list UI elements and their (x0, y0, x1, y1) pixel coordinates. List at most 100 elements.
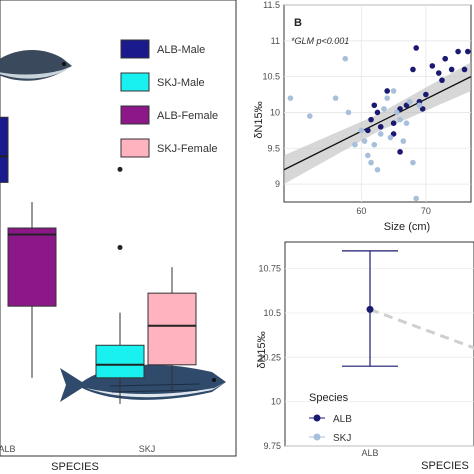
legend-label-skj: SKJ (333, 433, 351, 444)
panel-b-y-tick-1: 9.5 (267, 143, 280, 153)
point-alb-7 (397, 106, 403, 112)
point-skj-1 (306, 113, 313, 119)
point-skj-2 (332, 95, 339, 101)
panel-c-pointrange: 9.75 10 10.25 10.5 10.75 (258, 241, 474, 451)
outlier-skj-male-0 (117, 166, 123, 172)
point-skj-12 (381, 106, 387, 112)
point-alb-12 (423, 91, 429, 98)
legend-swatch-skj-female (120, 138, 150, 158)
point-skj-14 (387, 134, 394, 141)
panel-c-x-tick-alb: ALB (361, 448, 378, 458)
point-skj-21 (410, 159, 416, 166)
box-skj-female (147, 292, 197, 366)
point-skj-3 (342, 55, 349, 62)
point-skj-9 (371, 141, 378, 148)
point-alb-15 (442, 55, 449, 62)
panel-b-y-tick-2: 10 (270, 107, 280, 117)
point-skj-24 (345, 109, 352, 116)
panel-c-y-axis-title: δN15‰ (256, 331, 268, 368)
panel-a-x-tick-alb: ALB (0, 444, 16, 454)
legend-swatch-alb-female (120, 105, 150, 125)
point-alb-22 (419, 106, 426, 112)
panel-a-legend: ALB-Male SKJ-Male ALB-Female SKJ-Female (120, 39, 218, 158)
point-skj-4 (352, 141, 358, 148)
point-alb-13 (429, 63, 436, 69)
point-skj-6 (361, 138, 368, 144)
panel-b-y-tick-5: 11.5 (263, 0, 280, 10)
point-alb-18 (461, 66, 468, 73)
legend-label-alb-male: ALB-Male (157, 44, 205, 56)
panel-b-label: B (294, 17, 302, 29)
panel-c-y-tick-2: 10.25 (258, 352, 281, 362)
legend-key-point-alb (313, 414, 321, 422)
point-alb-17 (455, 48, 461, 55)
point-skj-0 (287, 95, 294, 101)
point-skj-23 (416, 102, 423, 109)
panel-c-connector-line (369, 308, 474, 350)
point-alb-10 (413, 45, 419, 51)
point-alb-0 (365, 127, 371, 134)
point-skj-10 (374, 166, 381, 173)
point-alb-23 (439, 77, 445, 84)
point-alb-8 (403, 102, 410, 109)
point-alb-1 (368, 116, 374, 123)
legend-label-alb-female: ALB-Female (157, 110, 218, 122)
panel-b-y-tick-4: 11 (271, 36, 280, 46)
point-skj-8 (368, 159, 374, 166)
point-skj-15 (390, 88, 397, 94)
panel-c-y-tick-4: 10.75 (258, 264, 281, 274)
legend-swatch-skj-male (120, 72, 150, 92)
point-alb-2 (371, 102, 378, 109)
panel-b-y-tick-3: 10.5 (262, 72, 280, 82)
panel-b-scatter: 9 9.5 10 10.5 11 11.5 60 70 (262, 0, 472, 216)
panel-c-y-tick-1: 10 (271, 397, 281, 407)
point-skj-7 (365, 152, 371, 159)
point-alb-4 (377, 123, 384, 130)
point-alb-5 (384, 88, 390, 94)
box-skj-male (95, 344, 145, 379)
point-alb-9 (410, 66, 416, 73)
panel-c-y-tick-3: 10.5 (263, 308, 281, 318)
point-skj-20 (406, 98, 413, 105)
point-alb-16 (448, 66, 455, 73)
albacore-fish-icon (0, 50, 72, 81)
box-alb-male (0, 116, 9, 183)
point-skj-18 (400, 138, 407, 144)
point-skj-22 (413, 195, 419, 202)
panel-c-legend-title: Species (309, 392, 349, 404)
panel-c-y-tick-0: 9.75 (263, 441, 281, 451)
point-skj-5 (358, 127, 365, 134)
point-skj-17 (397, 116, 403, 123)
panel-b-x-tick-0: 60 (356, 206, 366, 216)
point-alb-14 (435, 70, 442, 76)
panel-c-plot-area (284, 241, 474, 447)
point-alb-20 (397, 149, 403, 155)
mean-point-alb (366, 305, 374, 313)
legend-label-alb: ALB (333, 414, 352, 425)
panel-b-x-tick-1: 70 (421, 206, 431, 216)
point-skj-13 (384, 95, 390, 101)
legend-swatch-alb-male (120, 39, 150, 59)
panel-c-x-axis-title: SPECIES (421, 460, 469, 472)
point-skj-11 (377, 131, 384, 137)
point-alb-19 (464, 48, 471, 55)
panel-a-boxplot (0, 116, 197, 404)
point-skj-16 (394, 109, 400, 116)
panel-a-x-tick-skj: SKJ (139, 444, 156, 454)
panel-b-y-axis-title: δN15‰ (253, 101, 265, 138)
panel-b-annotation: *GLM p<0.001 (291, 36, 349, 46)
panel-b-y-tick-0: 9 (275, 179, 280, 189)
panel-a-x-axis-title: SPECIES (51, 461, 99, 473)
point-skj-19 (403, 120, 410, 126)
panel-b-x-axis-title: Size (cm) (384, 221, 430, 233)
legend-label-skj-male: SKJ-Male (157, 77, 205, 89)
outlier-skj-male-1 (117, 245, 123, 251)
point-alb-6 (390, 120, 397, 126)
point-alb-3 (374, 109, 381, 116)
panel-c-legend: ALB SKJ (309, 414, 352, 444)
legend-label-skj-female: SKJ-Female (157, 143, 218, 155)
panel-b-fit-line (283, 76, 472, 171)
point-alb-21 (390, 131, 397, 137)
